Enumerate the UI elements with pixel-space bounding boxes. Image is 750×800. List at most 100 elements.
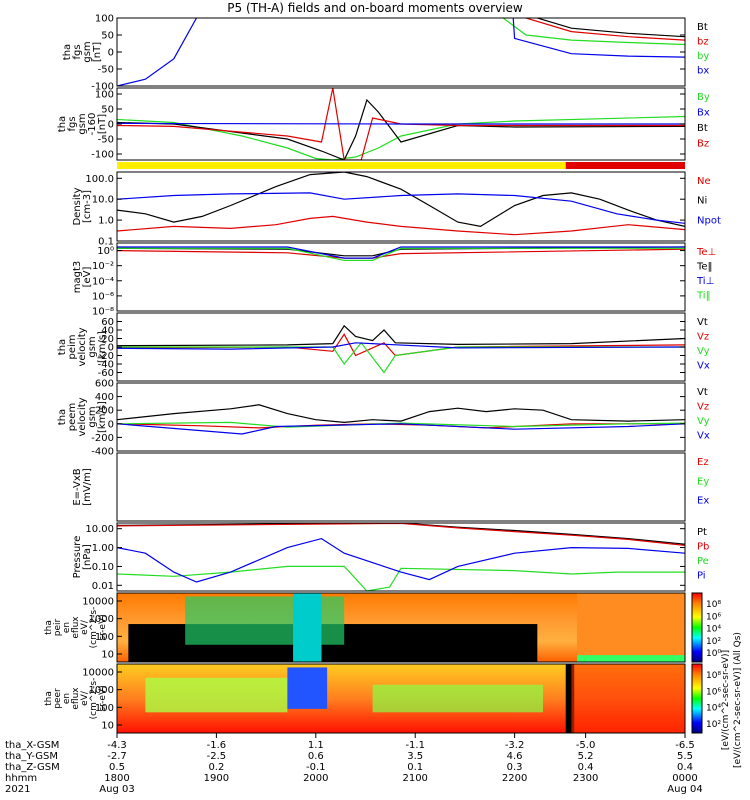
y-tick-label: 10⁻⁸: [92, 307, 114, 318]
y-tick-label: 1.00: [92, 543, 114, 554]
x-axis-value: Aug 04: [667, 784, 702, 795]
y-axis-label: tha: [57, 409, 68, 425]
y-axis-label: fgs: [67, 116, 78, 131]
y-axis-label: peem: [67, 403, 78, 431]
series-line-temperature-green: [117, 247, 685, 261]
x-axis-value: 0.4: [578, 762, 594, 773]
y-tick-label: 0.01: [92, 581, 114, 592]
x-axis-value: -1.1: [405, 740, 425, 751]
y-axis-label: en: [62, 693, 72, 704]
y-tick-label: 0.10: [92, 562, 114, 573]
x-axis-value: 3.5: [407, 751, 423, 762]
panel-frame: [116, 242, 686, 312]
spectrogram-field: [577, 655, 685, 662]
y-tick-label: -60: [98, 368, 114, 379]
x-axis-row-label: hhmm: [5, 773, 37, 784]
panel-frame: [116, 17, 686, 87]
panel-temperature: 10⁰ 10⁻² 10⁻⁴ 10⁻⁶ 10⁻⁸ magt3 [eV] Te⊥ Te‖ Ti⊥ Ti‖: [72, 242, 716, 318]
y-axis-label: velocity: [77, 397, 88, 436]
x-axis-value: 0.6: [308, 751, 324, 762]
x-axis-row-label: tha_X-GSM: [5, 740, 59, 751]
y-tick-label: 10.0: [92, 195, 114, 206]
y-tick-label: 100: [95, 703, 114, 714]
legend-label: Te⊥: [696, 247, 716, 258]
x-axis-value: -2.7: [107, 751, 127, 762]
legend-label: Ne: [697, 176, 711, 187]
x-axis-value: 5.2: [578, 751, 594, 762]
colorbar-tick-label: 10⁴: [706, 704, 721, 714]
legend-label: Ex: [697, 496, 709, 507]
panel-frame: [116, 382, 686, 452]
legend-label: Npot: [697, 215, 721, 226]
y-tick-label: 0.1: [98, 237, 114, 248]
colorbar-2: 10⁸ 10⁶ 10⁴ 10²: [691, 663, 721, 734]
panel-frame: [116, 452, 686, 522]
y-tick-label: 60: [101, 317, 114, 328]
y-axis-label: gsm: [87, 336, 98, 357]
series-line-pressure-blue: [117, 537, 685, 583]
series-line-pressure-red: [117, 523, 685, 546]
y-axis-label: -160: [87, 113, 98, 136]
colorbar-tick-label: 10²: [706, 637, 721, 647]
y-axis-label: fgs: [72, 44, 83, 59]
y-tick-label: 1000: [89, 614, 114, 625]
spectrogram-peir-spec: 10000 1000 100 10 tha peir en eflux eV/(cm^2-s-s…: [44, 592, 686, 663]
legend-label: Pe: [697, 556, 709, 567]
legend-label: Vt: [697, 317, 708, 328]
y-axis-label: [km/s]: [97, 401, 108, 433]
panel-fgs-gse: 100 50 0 -50 -100 tha fgs gsm -160 [nT] By Bx Bt Bz: [57, 87, 710, 161]
x-axis-value: 4.6: [507, 751, 523, 762]
colorbar-tick-label: 10⁶: [706, 687, 721, 697]
panel-density: 100.0 10.0 1.0 0.1 Density [cm-3] Ne Ni Npot: [72, 171, 721, 248]
colorbar-tick-label: 10⁴: [706, 625, 721, 635]
y-tick-label: -200: [91, 433, 114, 444]
colorbar-tick-label: 10⁰: [706, 649, 721, 659]
series-line-peim-velocity-green: [117, 341, 685, 374]
x-axis-value: 2300: [573, 773, 598, 784]
legend-label: By: [697, 92, 710, 103]
y-tick-label: 0: [108, 343, 114, 354]
y-axis-label: Pressure: [72, 536, 83, 579]
y-axis-label: sr-eV): [98, 614, 108, 640]
y-axis-label: peer: [53, 688, 63, 709]
x-axis-value: 1.1: [308, 740, 324, 751]
series-line-density-red: [117, 215, 685, 236]
x-axis-row-label: 2021: [5, 784, 30, 795]
x-axis-value: 0.4: [677, 762, 693, 773]
series-line-temperature-blue: [117, 246, 685, 259]
y-tick-label: 10⁻⁴: [92, 276, 114, 287]
spectrogram-field: [571, 664, 685, 733]
panel-efield: E=-VxB [mV/m] Ez Ey Ex: [72, 452, 709, 522]
legend-label: Vx: [697, 361, 710, 372]
legend-label: Vz: [697, 332, 709, 343]
y-axis-label: tha: [57, 339, 68, 355]
y-tick-label: 10⁻⁶: [92, 291, 114, 302]
y-tick-label: 0: [108, 48, 114, 59]
y-tick-label: -20: [98, 351, 114, 362]
y-tick-label: -400: [91, 447, 114, 458]
x-axis-value: 0.2: [208, 762, 224, 773]
x-axis-value: -0.1: [306, 762, 326, 773]
y-axis-label: gsm: [82, 41, 93, 62]
legend-label: Ni: [697, 196, 707, 207]
legend-label: Vy: [697, 416, 710, 427]
x-axis-value: 0.3: [507, 762, 523, 773]
x-axis-value: -1.6: [207, 740, 227, 751]
panel-fgs-gsm: 100 50 0 -50 -100 tha fgs gsm [nT] Bt bz by bx: [62, 14, 709, 93]
colorbar-tick-label: 10⁸: [706, 671, 721, 681]
y-axis-label: peir: [53, 618, 63, 636]
y-axis-label: magt3: [72, 261, 83, 294]
spectrogram-peer-spec: 10000 1000 100 10 tha peer en eflux eV/(cm^2-s-s…: [44, 663, 686, 734]
y-axis-label: [nT]: [97, 114, 108, 134]
mode-bar: [117, 162, 685, 169]
y-axis-label: [nT]: [92, 42, 103, 62]
legend-label: Pi: [697, 571, 706, 582]
y-tick-label: -100: [91, 150, 114, 161]
panel-peem-velocity: 600 400 200 0 -200 -400 tha peem velocity gsm [km/…: [57, 379, 710, 458]
x-axis-value: 0.5: [109, 762, 125, 773]
x-axis-row-label: tha_Z-GSM: [5, 762, 60, 773]
panel-pressure: 10.00 1.00 0.10 0.01 Pressure [nPa] Pt Pb Pe Pi: [72, 522, 709, 592]
y-tick-label: -50: [98, 65, 114, 76]
y-axis-label: (cm^2-s-: [89, 678, 99, 720]
